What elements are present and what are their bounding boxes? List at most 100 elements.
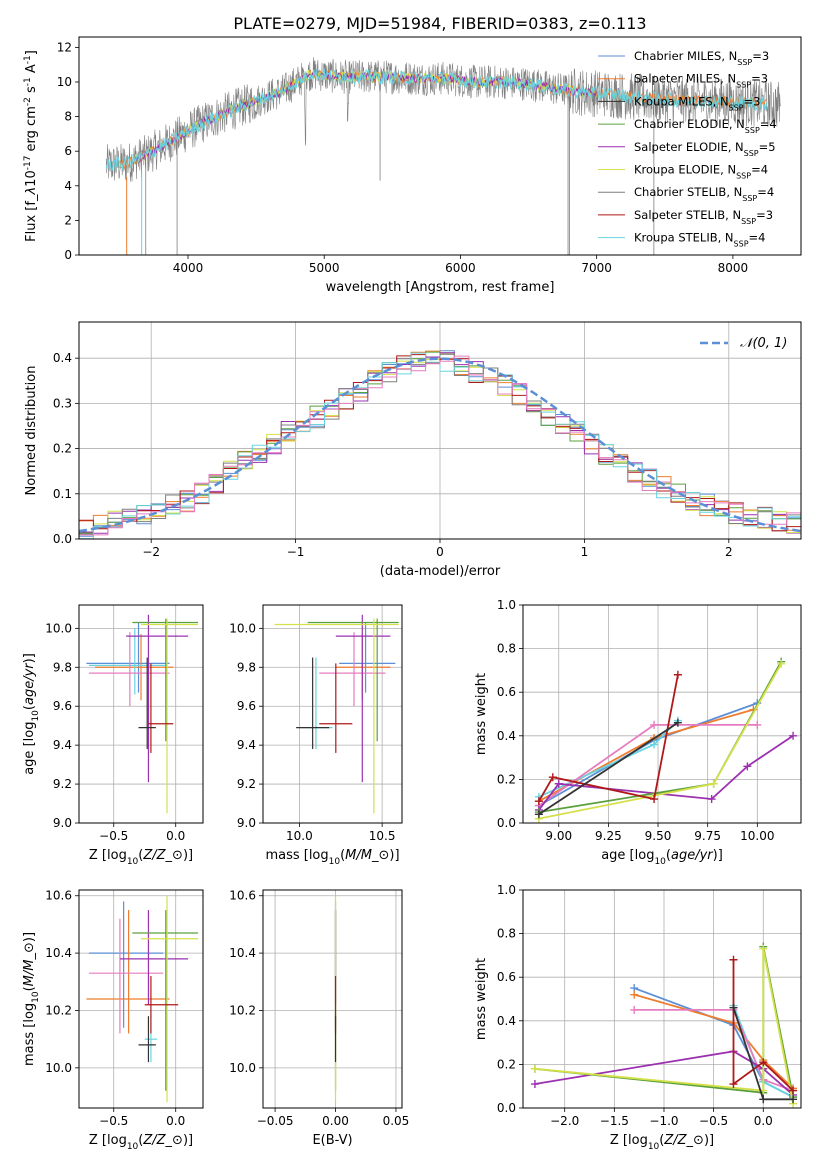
x-tick-label: 5000 <box>309 261 340 275</box>
y-tick-label: 9.2 <box>237 777 256 791</box>
x-tick-label: 8000 <box>718 261 749 275</box>
panel-2: −0.5 0.0 9.0 9.2 9.4 9.6 9.8 10.0 Z [log10(Z/Z_⊙… <box>22 604 204 867</box>
weight-marker <box>534 797 543 806</box>
weight-line <box>634 1009 794 1092</box>
y-tick-label: 0.3 <box>53 396 72 410</box>
y-tick-label: 0.8 <box>497 642 516 656</box>
axes-frame <box>78 889 204 1109</box>
legend-label: Chabrier MILES, NSSP=3 <box>634 49 769 67</box>
weight-marker <box>729 1080 738 1089</box>
y-tick-label: 0.0 <box>497 816 516 830</box>
y-tick-label: 0 <box>64 248 72 262</box>
x-axis-label: mass [log10(M/M_⊙)] <box>265 848 399 867</box>
y-tick-label: 10 <box>57 75 72 89</box>
weight-line <box>538 674 679 802</box>
legend-label: Chabrier STELIB, NSSP=4 <box>634 185 774 203</box>
x-axis-label: (data-model)/error <box>380 564 501 579</box>
weight-line <box>732 959 794 1092</box>
axes-frame <box>78 321 802 540</box>
legend-label: Kroupa ELODIE, NSSP=4 <box>634 163 768 181</box>
gaussian-line <box>79 357 801 533</box>
y-tick-label: 8 <box>64 110 72 124</box>
legend-label: Salpeter MILES, NSSP=3 <box>634 72 768 90</box>
weight-marker <box>534 810 543 819</box>
x-tick-label: 0 <box>436 545 444 559</box>
y-tick-label: 9.4 <box>53 738 72 752</box>
y-tick-label: 10.0 <box>229 1061 256 1075</box>
y-tick-label: 10.2 <box>45 1003 72 1017</box>
y-tick-label: 10.0 <box>229 621 256 635</box>
panel-4: 9.00 9.25 9.50 9.75 10.00 0.0 0.2 0.4 0.6 0.8 1.0 a… <box>474 598 802 867</box>
histogram-step <box>79 355 801 536</box>
axes-frame <box>262 889 403 1109</box>
y-tick-label: 12 <box>57 40 72 54</box>
x-tick-label: 9.75 <box>694 829 721 843</box>
x-tick-label: 9.00 <box>545 829 572 843</box>
weight-marker <box>753 720 762 729</box>
model-line-salpeter-elodie <box>133 69 597 164</box>
x-tick-label: 9.50 <box>645 829 672 843</box>
y-tick-label: 2 <box>64 213 72 227</box>
weight-marker <box>650 720 659 729</box>
x-tick-label: 0.00 <box>322 1114 349 1128</box>
x-tick-label: 0.05 <box>383 1114 410 1128</box>
x-tick-label: −1 <box>287 545 305 559</box>
legend-label: Salpeter ELODIE, NSSP=5 <box>634 140 776 158</box>
y-tick-label: 10.0 <box>45 1061 72 1075</box>
y-tick-label: 10.0 <box>45 621 72 635</box>
weight-marker <box>759 1058 768 1067</box>
weight-line <box>538 721 679 816</box>
y-tick-label: 9.8 <box>53 660 72 674</box>
weight-marker <box>673 718 682 727</box>
y-tick-label: 9.8 <box>237 660 256 674</box>
y-tick-label: 9.4 <box>237 738 256 752</box>
y-tick-label: 0.2 <box>497 772 516 786</box>
y-tick-label: 0.4 <box>497 729 516 743</box>
weight-marker <box>789 1086 798 1095</box>
weight-marker <box>554 779 563 788</box>
y-tick-label: 4 <box>64 179 72 193</box>
y-tick-label: 6 <box>64 144 72 158</box>
x-tick-label: 2 <box>725 545 733 559</box>
x-axis-label: age [log10(age/yr)] <box>601 848 723 867</box>
y-tick-label: 0.2 <box>53 442 72 456</box>
weight-marker <box>650 795 659 804</box>
weight-marker <box>548 773 557 782</box>
x-tick-label: −1.5 <box>600 1114 629 1128</box>
x-tick-label: −0.5 <box>99 1114 128 1128</box>
x-tick-label: 0.0 <box>166 829 185 843</box>
weight-marker <box>650 740 659 749</box>
weight-line <box>538 735 794 811</box>
plot-area <box>86 895 199 1103</box>
y-tick-label: 0.0 <box>53 532 72 546</box>
x-tick-label: 10.5 <box>369 829 396 843</box>
y-axis-label: mass weight <box>474 958 489 1040</box>
x-tick-label: 1 <box>581 545 589 559</box>
panel-6: −0.05 0.00 0.05 10.0 10.2 10.4 10.6 E(B-V) <box>229 889 409 1148</box>
model-line-kroupa-stelib <box>105 68 768 172</box>
x-tick-label: −0.5 <box>99 829 128 843</box>
histogram-step <box>79 353 801 535</box>
x-tick-label: −1.0 <box>649 1114 678 1128</box>
y-tick-label: 0.8 <box>497 927 516 941</box>
x-tick-label: −0.5 <box>699 1114 728 1128</box>
x-axis-label: Z [log10(Z/Z_⊙)] <box>610 1133 714 1152</box>
y-tick-label: 9.2 <box>53 777 72 791</box>
weight-marker <box>759 1095 768 1104</box>
plot-area <box>86 614 199 814</box>
x-tick-label: 10.0 <box>286 829 313 843</box>
weight-marker <box>707 795 716 804</box>
weight-marker <box>743 762 752 771</box>
x-axis-label: wavelength [Angstrom, rest frame] <box>326 280 555 295</box>
panel-0: 4000 5000 6000 7000 8000 0 2 4 6 8 10 12 wavelength … <box>23 36 802 295</box>
weight-marker <box>630 990 639 999</box>
x-tick-label: −2.0 <box>550 1114 579 1128</box>
legend-label: 𝒩(0, 1) <box>740 336 787 351</box>
y-tick-label: 0.4 <box>497 1014 516 1028</box>
y-tick-label: 9.0 <box>53 816 72 830</box>
y-tick-label: 9.6 <box>53 699 72 713</box>
axes-frame <box>522 889 802 1109</box>
x-tick-label: 9.25 <box>595 829 622 843</box>
weight-marker <box>777 659 786 668</box>
